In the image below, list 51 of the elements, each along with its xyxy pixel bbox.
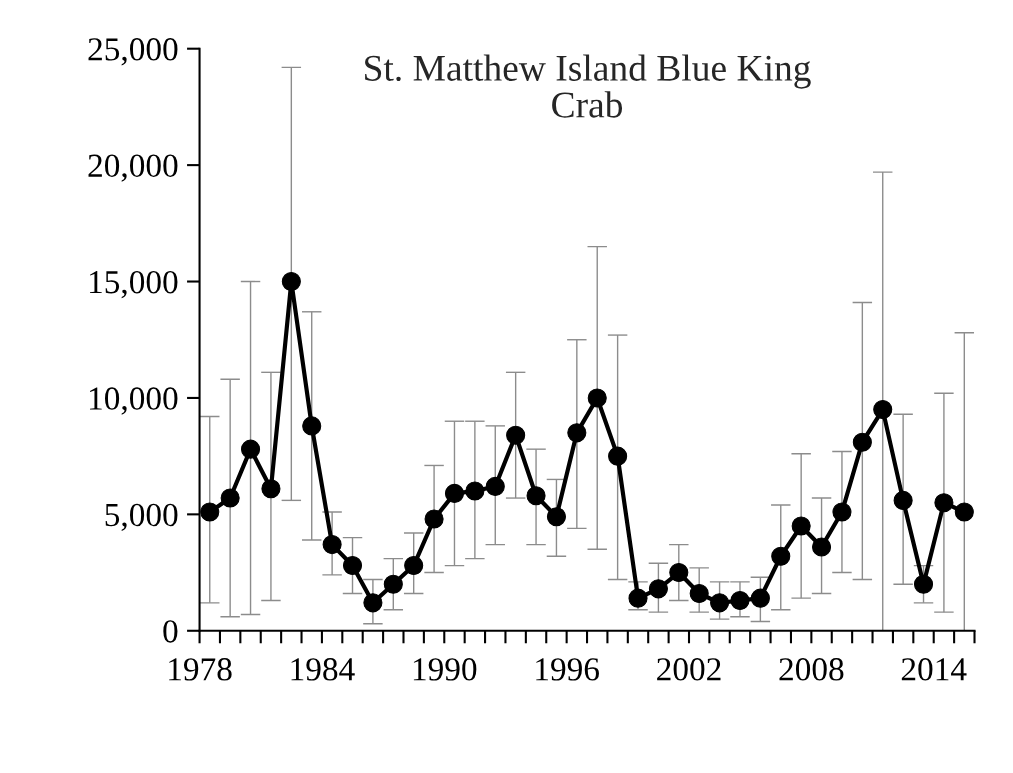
point bbox=[424, 509, 444, 529]
point bbox=[241, 439, 261, 459]
point bbox=[750, 588, 770, 608]
y-tick-label: 20,000 bbox=[88, 154, 178, 182]
point bbox=[812, 537, 832, 557]
y-tick-label: 15,000 bbox=[89, 270, 178, 299]
chart-title: St. Matthew Island Blue King Crab bbox=[365, 54, 811, 118]
point bbox=[404, 556, 424, 576]
x-tick-label: 1978 bbox=[169, 658, 232, 681]
x-tick-label: 2008 bbox=[779, 658, 844, 681]
point bbox=[342, 556, 363, 576]
x-tick-label: 1996 bbox=[536, 658, 599, 681]
point bbox=[526, 486, 546, 506]
point bbox=[587, 388, 607, 408]
point bbox=[261, 479, 281, 499]
point bbox=[302, 416, 322, 436]
y-tick-label: 10,000 bbox=[89, 387, 178, 415]
point bbox=[771, 546, 791, 566]
point bbox=[954, 502, 974, 522]
point bbox=[873, 400, 893, 420]
point bbox=[363, 593, 383, 613]
x-tick-label: 1990 bbox=[413, 658, 477, 681]
y-tick-label: 5,000 bbox=[105, 503, 178, 532]
point bbox=[648, 579, 668, 599]
point bbox=[465, 481, 485, 501]
point bbox=[281, 271, 301, 292]
point bbox=[485, 476, 505, 496]
point bbox=[934, 493, 954, 513]
point bbox=[567, 423, 587, 443]
point bbox=[322, 535, 342, 555]
y-tick-label: 25,000 bbox=[88, 38, 178, 66]
point bbox=[852, 432, 872, 452]
point bbox=[383, 574, 403, 594]
point bbox=[893, 490, 913, 510]
x-tick-label: 2002 bbox=[657, 658, 721, 681]
point bbox=[710, 593, 730, 613]
point bbox=[506, 425, 526, 445]
point bbox=[791, 516, 811, 536]
point bbox=[669, 563, 689, 583]
point bbox=[220, 488, 240, 508]
x-tick-label: 2014 bbox=[901, 658, 967, 681]
x-tick-label: 1984 bbox=[291, 658, 355, 681]
y-tick-label: 0 bbox=[163, 620, 178, 643]
point bbox=[689, 583, 709, 604]
point bbox=[444, 483, 465, 503]
point bbox=[200, 502, 220, 522]
point bbox=[913, 574, 934, 594]
point bbox=[608, 446, 628, 466]
point bbox=[832, 502, 852, 522]
point bbox=[730, 590, 750, 611]
point bbox=[546, 507, 566, 527]
